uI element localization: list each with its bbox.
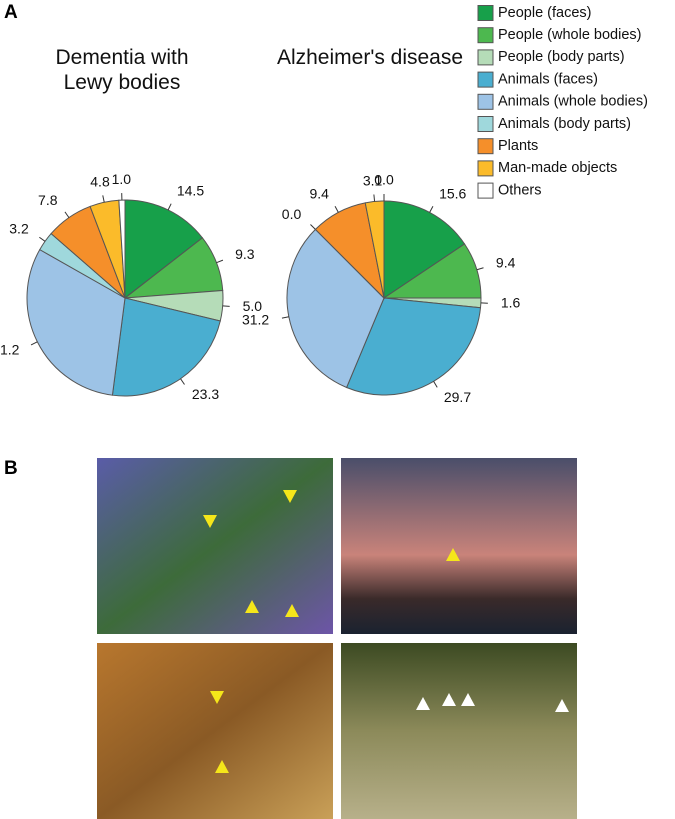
leader-line <box>64 211 70 218</box>
leader-line <box>476 267 484 271</box>
leader-line <box>222 305 230 307</box>
leader-line <box>373 194 376 202</box>
legend-label: Animals (faces) <box>498 71 598 87</box>
legend-swatch <box>477 138 494 155</box>
leader-line <box>216 259 224 264</box>
data-label: 7.8 <box>38 192 58 208</box>
markers <box>203 490 460 773</box>
leader-line <box>334 206 339 213</box>
pie-slice <box>286 228 385 389</box>
data-label: 1.6 <box>501 295 521 311</box>
photo <box>97 458 333 634</box>
legend-label: People (faces) <box>498 5 592 21</box>
legend-swatch <box>477 116 494 132</box>
legend-label: Animals (whole bodies) <box>498 94 648 110</box>
leader-line <box>30 341 38 346</box>
legend-label: People (body parts) <box>498 49 625 65</box>
data-label: 3.2 <box>9 220 29 236</box>
chart-title: Dementia with Lewy bodies <box>55 46 189 94</box>
pie-slice <box>124 199 204 300</box>
data-label: 31.2 <box>0 341 20 357</box>
data-label: 15.6 <box>439 185 466 201</box>
data-label: 9.4 <box>496 255 516 271</box>
data-label: 0.0 <box>374 172 394 188</box>
legend-label: Plants <box>498 138 538 154</box>
leader-line <box>39 236 46 242</box>
data-label: 29.7 <box>444 389 471 405</box>
legend-label: Animals (body parts) <box>498 116 631 132</box>
leader-line <box>433 381 438 388</box>
data-label: 23.3 <box>192 386 219 402</box>
leader-line <box>310 224 316 230</box>
markers <box>416 693 569 712</box>
leader-line <box>281 316 289 319</box>
chart-title: Alzheimer's disease <box>276 46 464 69</box>
legend-swatch <box>477 182 494 199</box>
leader-line <box>102 195 105 203</box>
panel-label: B <box>4 458 18 479</box>
data-label: 9.4 <box>309 185 329 201</box>
photo <box>341 643 577 819</box>
legend-swatch <box>477 160 494 177</box>
legend-label: Others <box>498 182 542 198</box>
legend-label: People (whole bodies) <box>498 27 641 43</box>
panel-label: A <box>4 2 18 23</box>
data-label: 9.3 <box>235 246 255 262</box>
legend-swatch <box>477 27 494 44</box>
data-label: 4.8 <box>90 173 110 189</box>
legend-label: Man-made objects <box>498 160 617 176</box>
legend-swatch <box>477 5 494 21</box>
photo <box>97 643 333 819</box>
legend-swatch <box>477 71 494 88</box>
leader-line <box>180 378 185 385</box>
leader-line <box>167 203 172 211</box>
photo <box>341 458 577 634</box>
data-label: 1.0 <box>112 171 132 187</box>
data-label: 31.2 <box>242 311 269 327</box>
pie-slice <box>345 297 482 396</box>
data-label: 5.0 <box>243 298 263 314</box>
pie-slice <box>118 199 126 299</box>
legend-swatch <box>477 49 494 66</box>
data-label: 3.1 <box>363 172 383 188</box>
leader-line <box>429 206 434 213</box>
data-label: 0.0 <box>282 206 302 222</box>
data-label: 14.5 <box>177 183 204 199</box>
legend-swatch <box>477 93 494 110</box>
